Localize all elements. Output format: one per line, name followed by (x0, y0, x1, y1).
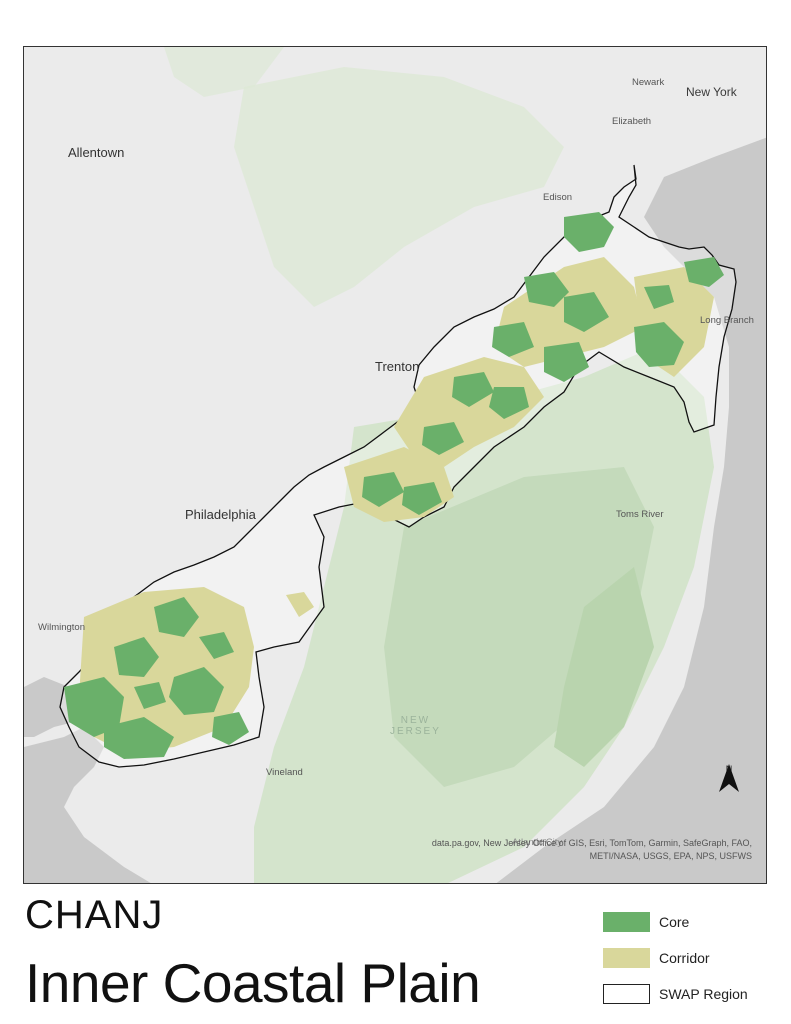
map-canvas (24, 47, 766, 883)
forest-patch (554, 567, 654, 767)
pinelands-core (384, 467, 654, 787)
label-elizabeth: Elizabeth (612, 116, 652, 127)
label-new-jersey: NEW JERSEY (390, 715, 441, 737)
map-frame[interactable]: New York Newark Elizabeth Allentown Edis… (23, 46, 767, 884)
attribution-line2: METI/NASA, USGS, EPA, NPS, USFWS (589, 851, 752, 861)
map-subtitle: Inner Coastal Plain (25, 952, 481, 1014)
label-new-jersey-line2: JERSEY (390, 726, 441, 737)
north-forest (234, 67, 564, 307)
core-patches (64, 212, 724, 759)
atlantic-ocean (496, 137, 766, 883)
north-arrow-icon (719, 764, 739, 792)
map-attribution: data.pa.gov, New Jersey Office of GIS, E… (392, 837, 752, 863)
legend-label-corridor: Corridor (659, 950, 710, 966)
legend-label-swap-region: SWAP Region (659, 986, 748, 1002)
label-toms-river: Toms River (616, 509, 664, 520)
label-philadelphia: Philadelphia (185, 507, 256, 522)
label-atlantic-city: Atlantic City (512, 837, 563, 848)
label-long-branch: Long Branch (700, 315, 754, 326)
legend-swatch-core (603, 912, 650, 932)
label-vineland: Vineland (266, 767, 303, 778)
north-forest-2 (164, 47, 284, 97)
legend-swatch-corridor (603, 948, 650, 968)
label-newark: Newark (632, 77, 665, 88)
attribution-line1: data.pa.gov, New Jersey Office of GIS, E… (431, 838, 752, 848)
label-new-jersey-line1: NEW (400, 715, 431, 726)
legend-label-core: Core (659, 914, 690, 930)
map-title: CHANJ (25, 893, 164, 937)
label-edison: Edison (543, 192, 573, 203)
label-allentown: Allentown (68, 145, 125, 160)
label-new-york: New York (686, 85, 737, 99)
label-wilmington: Wilmington (38, 622, 85, 633)
legend-swatch-swap-region (603, 984, 650, 1004)
north-arrow: N (719, 764, 739, 792)
label-trenton: Trenton (375, 359, 420, 374)
delaware-bay (24, 727, 151, 883)
